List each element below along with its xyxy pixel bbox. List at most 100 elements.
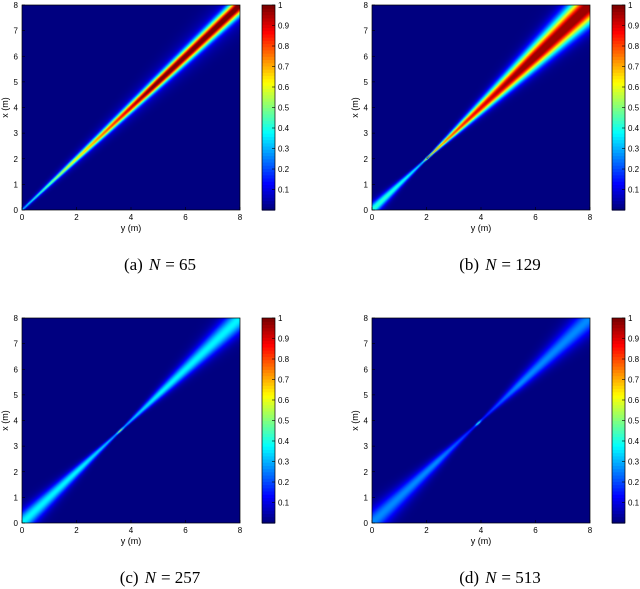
colorbar-segment (612, 337, 625, 342)
colorbar-segment (262, 407, 275, 412)
colorbar-segment (612, 65, 625, 70)
colorbar-segment (262, 497, 275, 502)
colorbar-segment (262, 8, 275, 13)
y-tick-label: 7 (14, 27, 19, 36)
y-tick-label: 8 (14, 314, 19, 323)
colorbar-segment (262, 149, 275, 153)
colorbar-segment (612, 62, 625, 67)
colorbar-segment (612, 446, 625, 450)
colorbar-segment (262, 33, 275, 38)
colorbar-segment (612, 449, 625, 454)
colorbar-segment (612, 139, 625, 144)
colorbar-segment (612, 158, 625, 163)
colorbar-segment (612, 94, 625, 99)
y-tick-label: 5 (364, 78, 369, 87)
colorbar-segment (612, 503, 625, 508)
colorbar-segment (262, 110, 275, 115)
colorbar-segment (262, 53, 275, 57)
colorbar-segment (262, 126, 275, 131)
colorbar-segment (262, 449, 275, 454)
colorbar-segment (612, 385, 625, 390)
colorbar-segment (612, 184, 625, 189)
colorbar-tick-label: 0.5 (278, 104, 290, 113)
x-tick-label: 6 (533, 213, 538, 222)
colorbar-segment (262, 174, 275, 179)
colorbar-segment (612, 24, 625, 29)
colorbar-segment (262, 88, 275, 93)
colorbar-segment (612, 81, 625, 86)
colorbar-tick-label: 0.5 (628, 104, 640, 113)
colorbar-segment (262, 519, 275, 524)
colorbar-segment (612, 516, 625, 521)
subplot-caption: (c) N = 257 (120, 568, 201, 587)
colorbar-segment (262, 490, 275, 495)
colorbar-segment (612, 455, 625, 460)
colorbar-segment (262, 458, 275, 463)
heatmap-image (372, 318, 590, 523)
colorbar-segment (262, 330, 275, 335)
colorbar-segment (262, 72, 275, 77)
colorbar-segment (612, 398, 625, 402)
y-tick-label: 2 (14, 468, 19, 477)
colorbar-segment (612, 123, 625, 128)
x-tick-label: 4 (129, 213, 134, 222)
colorbar-segment (262, 171, 275, 176)
colorbar-segment (262, 11, 275, 16)
colorbar-tick-label: 0.8 (628, 355, 640, 364)
colorbar-segment (262, 401, 275, 406)
colorbar-segment (612, 321, 625, 326)
colorbar-segment (612, 17, 625, 22)
colorbar-segment (262, 442, 275, 447)
colorbar-segment (262, 334, 275, 338)
y-tick-label: 0 (14, 206, 19, 215)
colorbar-segment (262, 56, 275, 61)
colorbar-tick-label: 0.9 (628, 335, 640, 344)
colorbar-segment (262, 142, 275, 147)
x-tick-label: 0 (20, 526, 25, 535)
colorbar-segment (262, 104, 275, 109)
caption-label: (a) (124, 255, 143, 274)
colorbar-segment (612, 500, 625, 505)
colorbar-segment (612, 420, 625, 425)
colorbar-segment (262, 398, 275, 402)
colorbar-segment (262, 481, 275, 486)
y-tick-label: 4 (14, 104, 19, 113)
colorbar-segment (262, 468, 275, 473)
x-axis-label: y (m) (121, 223, 142, 233)
colorbar-tick-label: 0.4 (278, 124, 290, 133)
colorbar-segment (612, 142, 625, 147)
y-tick-label: 7 (14, 340, 19, 349)
colorbar-tick-label: 0.9 (628, 22, 640, 31)
y-tick-label: 3 (364, 442, 369, 451)
subplot-caption: (d) N = 513 (459, 568, 541, 587)
colorbar-segment (262, 40, 275, 45)
colorbar-segment (612, 40, 625, 45)
colorbar-segment (612, 442, 625, 447)
colorbar-segment (262, 420, 275, 425)
colorbar-segment (262, 327, 275, 332)
colorbar-segment (612, 382, 625, 386)
colorbar-segment (612, 11, 625, 16)
colorbar-segment (612, 206, 625, 211)
colorbar-segment (612, 88, 625, 93)
colorbar-segment (262, 190, 275, 195)
colorbar-segment (262, 184, 275, 189)
colorbar-tick-label: 0.9 (278, 22, 290, 31)
colorbar-segment (612, 21, 625, 25)
colorbar-segment (262, 75, 275, 80)
colorbar-segment (612, 350, 625, 354)
colorbar-tick-label: 1 (628, 314, 633, 323)
colorbar-segment (262, 414, 275, 418)
colorbar-segment (262, 433, 275, 438)
y-axis-label: x (m) (0, 410, 10, 431)
x-axis-label: y (m) (471, 223, 492, 233)
colorbar-segment (612, 497, 625, 502)
colorbar-segment (262, 404, 275, 409)
y-tick-label: 6 (14, 365, 19, 374)
colorbar-tick-label: 0.4 (278, 437, 290, 446)
colorbar-segment (612, 168, 625, 173)
x-tick-label: 8 (588, 213, 593, 222)
colorbar-segment (262, 513, 275, 518)
colorbar: 0.1 0.2 0.3 0.4 0.5 0.6 0.7 0.8 0.9 1 (261, 1, 290, 211)
